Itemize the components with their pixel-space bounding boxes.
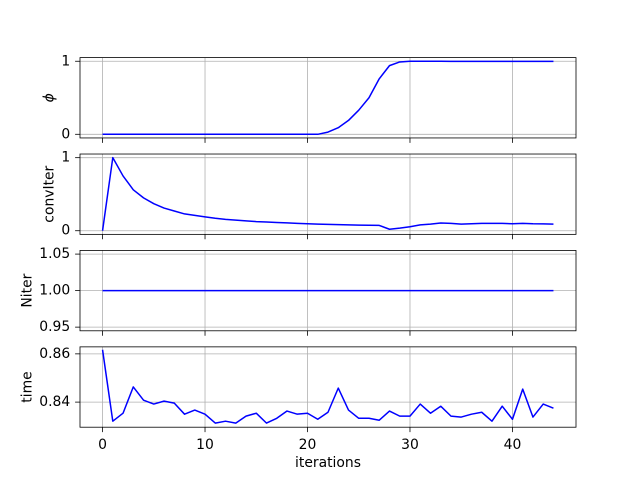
y-tick-label: 1.00: [39, 283, 70, 299]
y-tick-label: 0.84: [39, 394, 70, 410]
x-axis-label: iterations: [295, 455, 361, 471]
y-axis-label: convIter: [41, 165, 57, 222]
y-tick-label: 0.86: [39, 346, 70, 362]
axes-frame: [79, 153, 577, 235]
data-line: [101, 349, 554, 424]
axes-frame: [79, 250, 577, 332]
y-tick-label: 0: [61, 223, 70, 239]
y-tick-label: 0.95: [39, 319, 70, 335]
y-axis-label: ϕ: [41, 93, 57, 102]
axes-frame: [79, 57, 577, 139]
y-tick-label: 1.05: [39, 246, 70, 262]
x-tick-label: 0: [98, 437, 107, 453]
data-line: [102, 60, 554, 136]
x-tick-label: 40: [504, 437, 522, 453]
x-tick-label: 30: [401, 437, 419, 453]
y-tick-label: 0: [61, 126, 70, 142]
y-tick-label: 1: [61, 53, 70, 69]
y-tick-label: 1: [61, 150, 70, 166]
y-axis-label: Niter: [19, 273, 35, 307]
x-tick-label: 10: [196, 437, 214, 453]
data-line: [101, 156, 554, 231]
x-tick-label: 20: [299, 437, 317, 453]
y-axis-label: time: [19, 371, 35, 402]
axes-frame: [79, 346, 577, 428]
